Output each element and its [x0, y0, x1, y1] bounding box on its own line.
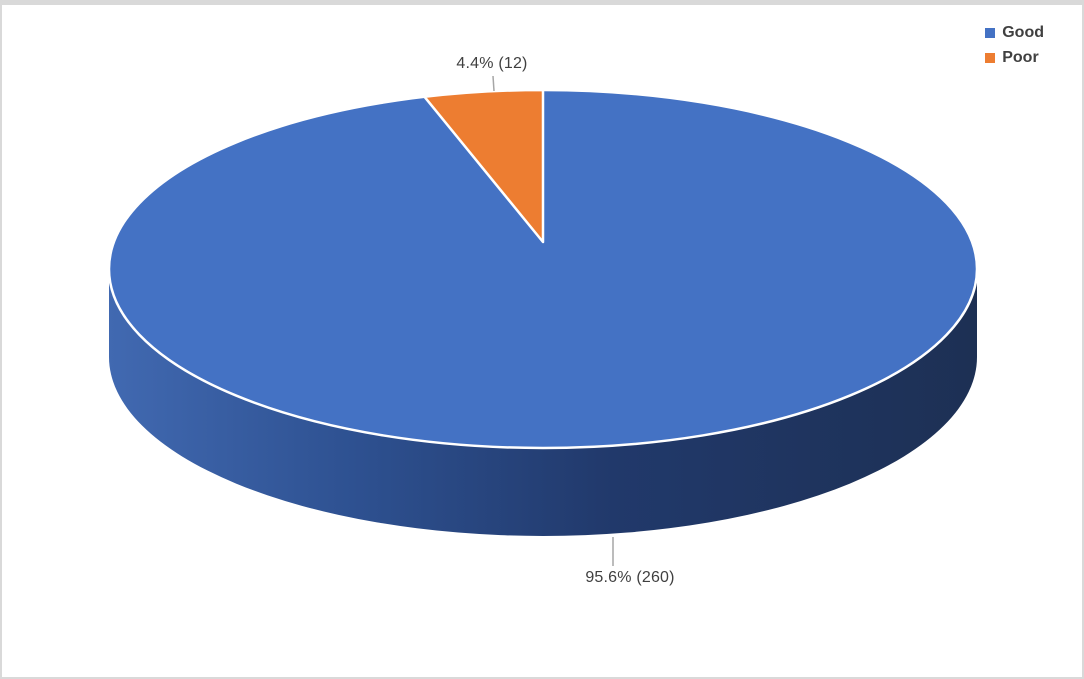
data-label-poor: 4.4% (12)	[456, 55, 528, 72]
legend: Good Poor	[985, 25, 1044, 66]
legend-label-poor: Poor	[1002, 49, 1039, 66]
pie-side-3d	[109, 269, 977, 536]
data-label-good: 95.6% (260)	[585, 569, 675, 586]
leader-line-poor	[492, 75, 495, 92]
legend-marker-good-icon	[985, 28, 996, 38]
legend-marker-poor-icon	[985, 53, 996, 63]
legend-item-good: Good	[985, 25, 1044, 41]
pie-slice-poor	[423, 88, 545, 244]
legend-item-poor: Poor	[985, 50, 1044, 66]
legend-label-good: Good	[1002, 24, 1044, 41]
pie-chart-svg	[107, 75, 979, 566]
